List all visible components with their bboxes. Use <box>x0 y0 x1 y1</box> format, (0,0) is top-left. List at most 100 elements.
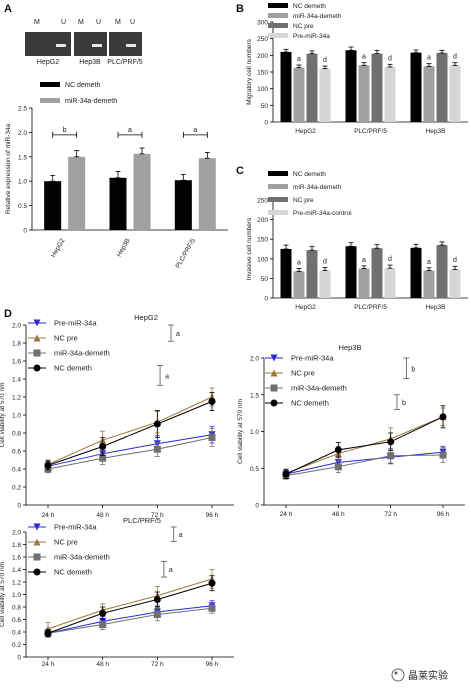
legend-label: Pre-miR-34a <box>54 523 97 532</box>
y-tick-label: 0 <box>17 503 21 510</box>
watermark: 晶莱实验 <box>391 668 448 682</box>
bar <box>293 271 305 298</box>
legend-label: NC pre <box>293 23 314 30</box>
bar <box>423 270 435 298</box>
legend-label: miR-34a-demeth <box>293 184 342 191</box>
series-line <box>47 401 213 466</box>
bar <box>410 52 422 122</box>
significance-label: a <box>362 54 366 61</box>
series-line <box>47 605 213 634</box>
marker-triangle-down <box>33 523 41 531</box>
y-tick-label: 1.2 <box>12 395 21 402</box>
gel-band <box>126 44 136 47</box>
legend-label: miR-34a-demeth <box>65 98 117 105</box>
legend-label: NC demeth <box>65 82 101 89</box>
series-line <box>47 607 213 634</box>
y-tick-label: 2.0 <box>18 130 27 137</box>
bar <box>410 247 422 298</box>
gel-lane-u: U <box>61 19 66 26</box>
bar <box>306 250 318 298</box>
chart-c: 0 50 100 150 200 250 Invasive cell numbers HepG… <box>246 171 468 311</box>
marker-square <box>33 349 41 357</box>
significance-label: a <box>179 532 183 539</box>
gel-band <box>92 44 102 47</box>
y-axis-label: Cell viability at 570 nm <box>0 382 6 447</box>
bar <box>306 53 318 122</box>
bar <box>358 268 370 298</box>
y-tick-label: 150 <box>257 237 268 244</box>
gel-panel: M U HepG2 M U Hep3B M U PLC/PRF/5 <box>25 19 143 66</box>
bar <box>371 248 383 298</box>
marker-circle <box>33 364 41 372</box>
marker-square <box>99 621 107 628</box>
y-tick-label: 1.6 <box>12 555 21 562</box>
gel-lane-m: M <box>115 19 121 26</box>
marker-circle <box>270 399 278 407</box>
y-axis-label: Migratory cell numbers <box>246 38 253 104</box>
x-tick-label: PLC/PRF/5 <box>354 304 387 311</box>
bar <box>280 249 292 298</box>
y-tick-label: 2.0 <box>12 530 21 537</box>
x-tick-label: 96 h <box>437 511 450 518</box>
chart-d1: 0 0.2 0.4 0.6 0.8 1.0 1.2 1.4 1.6 1.8 2.0 Cell viab… <box>0 313 234 519</box>
gel-lane-m: M <box>34 19 40 26</box>
bar <box>198 158 216 230</box>
gel-label: Hep3B <box>79 59 101 66</box>
legend-swatch <box>268 13 288 18</box>
y-tick-label: 50 <box>261 276 269 283</box>
y-tick-label: 150 <box>257 70 268 77</box>
marker-circle <box>387 438 395 446</box>
legend-label: NC demeth <box>293 3 326 10</box>
legend-label: miR-34a-demeth <box>54 349 110 358</box>
significance-label: a <box>297 260 301 267</box>
x-tick-label: 72 h <box>384 511 397 518</box>
y-tick-label: 1.5 <box>18 154 27 161</box>
significance-label: a <box>176 331 180 338</box>
chart-title: PLC/PRF/5 <box>123 516 161 525</box>
series-line <box>285 451 444 475</box>
y-tick-label: 100 <box>257 86 268 93</box>
y-tick-label: 100 <box>257 256 268 263</box>
chart-b: 0 50 100 150 200 250 300 Migratory cell numbers… <box>246 3 468 135</box>
bar <box>384 268 396 298</box>
y-tick-label: 2.0 <box>12 323 21 330</box>
marker-triangle-down <box>270 354 278 362</box>
y-tick-label: 1.0 <box>12 413 21 420</box>
y-tick-label: 0 <box>17 655 21 662</box>
marker-triangle-up <box>270 369 278 377</box>
marker-square <box>387 452 395 460</box>
legend-label: NC demeth <box>54 364 92 373</box>
x-tick-label: 24 h <box>42 512 55 519</box>
gel-plc: M U PLC/PRF/5 <box>107 19 143 66</box>
marker-circle <box>99 443 107 450</box>
x-tick-label: HepG2 <box>50 237 67 259</box>
x-tick-label: PLC/PRF/5 <box>354 128 387 135</box>
significance-label: d <box>453 54 457 61</box>
significance-label: b <box>402 400 406 407</box>
series-line <box>47 437 213 470</box>
bar <box>345 246 357 298</box>
marker-circle <box>153 420 161 428</box>
watermark-text: 晶莱实验 <box>408 669 448 682</box>
legend-swatch <box>268 210 288 215</box>
marker-triangle-up <box>33 334 41 342</box>
legend-label: Pre-miR-34a <box>293 33 330 40</box>
marker-circle <box>208 398 216 405</box>
marker-circle <box>44 629 52 637</box>
panel-letter-a: A <box>4 3 12 15</box>
legend-label: Pre-miR-34a-control <box>293 210 352 217</box>
chart-d3: 0 0.2 0.4 0.6 0.8 1.0 1.2 1.4 1.6 1.8 2.0 Cell viab… <box>0 516 234 668</box>
bar <box>68 156 86 230</box>
y-tick-label: 1.0 <box>12 592 21 599</box>
y-tick-label: 0 <box>264 296 268 303</box>
y-tick-label: 0.8 <box>12 605 21 612</box>
significance-label: a <box>362 257 366 264</box>
legend-label: NC demeth <box>293 171 326 178</box>
x-tick-label: 48 h <box>96 512 109 519</box>
y-tick-label: 1.8 <box>12 542 21 549</box>
series-line <box>285 454 444 477</box>
y-tick-label: 0.6 <box>12 449 21 456</box>
y-tick-label: 0.2 <box>12 485 21 492</box>
bar <box>133 153 151 230</box>
bar <box>449 65 461 122</box>
